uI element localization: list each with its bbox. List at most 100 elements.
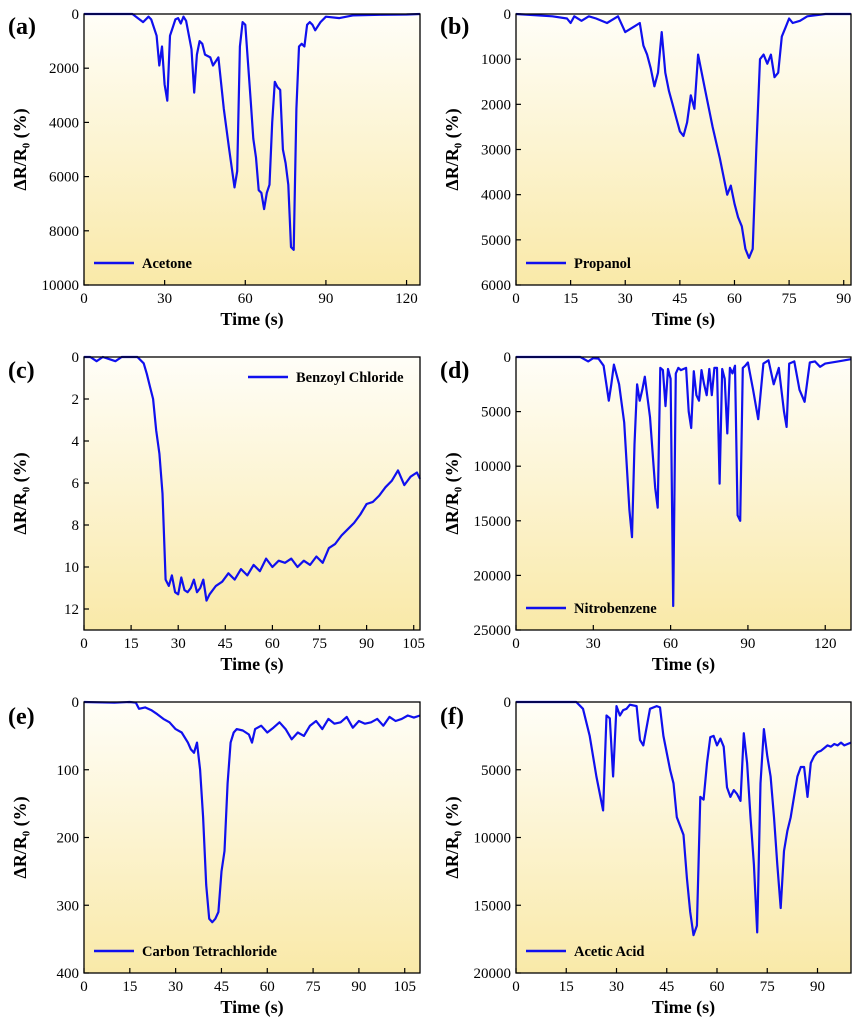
- y-tick-label: 4000: [49, 115, 79, 131]
- legend-label: Nitrobenzene: [574, 601, 657, 617]
- x-axis-title: Time (s): [652, 654, 715, 675]
- x-tick-label: 75: [782, 291, 797, 307]
- x-tick-label: 15: [559, 979, 574, 995]
- y-tick-label: 6000: [481, 278, 511, 294]
- plot-frame: [515, 13, 852, 286]
- y-tick-label: 300: [57, 898, 80, 914]
- x-tick-label: 75: [312, 636, 327, 652]
- x-tick-label: 60: [727, 291, 742, 307]
- y-tick-label: 4000: [481, 188, 511, 204]
- x-tick-label: 90: [836, 291, 851, 307]
- plot-background: [84, 14, 420, 285]
- y-tick-label: 200: [57, 831, 80, 847]
- y-tick-label: 10000: [474, 459, 512, 475]
- x-axis-title: Time (s): [652, 309, 715, 330]
- series-line-propanol: [515, 12, 851, 259]
- plot-background: [516, 14, 851, 285]
- legend-label: Propanol: [574, 256, 631, 272]
- y-tick-label: 5000: [481, 763, 511, 779]
- x-tick-label: 30: [157, 291, 172, 307]
- y-tick-label: 3000: [481, 143, 511, 159]
- panel-c: (c) 0 15 30 45 60 75 90 105 0 2 4 6 8 10 12 Time (s) ΔR/R…: [8, 350, 425, 675]
- x-tick-label: 0: [512, 291, 520, 307]
- y-axis-title: ΔR/R₀ (%): [442, 108, 463, 190]
- x-tick-label: 90: [359, 636, 374, 652]
- x-tick-label: 90: [740, 636, 755, 652]
- x-tick-label: 30: [618, 291, 633, 307]
- panel-label: (e): [8, 704, 35, 730]
- plot-frame: [83, 701, 421, 974]
- x-tick-label: 120: [814, 636, 837, 652]
- y-tick-label: 12: [64, 602, 79, 618]
- plot-background: [84, 357, 420, 630]
- y-tick-label: 8000: [49, 224, 79, 240]
- x-tick-label: 90: [351, 979, 366, 995]
- y-tick-label: 0: [504, 7, 512, 23]
- x-tick-label: 0: [80, 979, 88, 995]
- plot-frame: [83, 356, 421, 631]
- x-tick-label: 15: [563, 291, 578, 307]
- x-tick-label: 30: [168, 979, 183, 995]
- x-tick-label: 105: [393, 979, 416, 995]
- series-line-benzoyl-chloride: [84, 355, 421, 602]
- x-tick-label: 60: [238, 291, 253, 307]
- x-tick-label: 45: [218, 636, 233, 652]
- y-tick-label: 5000: [481, 405, 511, 421]
- panel-e: (e) 0 15 30 45 60 75 90 105 0 100 200 300 400 Time (s)…: [8, 695, 421, 1018]
- panel-a: (a) 0 30 60 90 120 0 2000 4000 6000 8000 10000 Time …: [8, 7, 421, 330]
- plot-background: [84, 702, 420, 973]
- x-tick-label: 30: [609, 979, 624, 995]
- x-tick-label: 105: [402, 636, 425, 652]
- x-tick-label: 30: [171, 636, 186, 652]
- plot-frame: [83, 13, 421, 286]
- panel-label: (a): [8, 14, 36, 40]
- x-axis-title: Time (s): [652, 997, 715, 1018]
- x-tick-label: 0: [80, 636, 88, 652]
- x-tick-label: 75: [306, 979, 321, 995]
- y-axis-title: ΔR/R₀ (%): [442, 452, 463, 534]
- plot-frame: [515, 356, 852, 631]
- x-tick-label: 15: [124, 636, 139, 652]
- y-tick-label: 10000: [474, 831, 512, 847]
- x-tick-label: 0: [512, 979, 520, 995]
- panel-label: (f): [440, 704, 464, 730]
- y-tick-label: 100: [57, 763, 80, 779]
- x-tick-label: 45: [672, 291, 687, 307]
- y-tick-label: 20000: [474, 568, 512, 584]
- x-tick-label: 60: [260, 979, 275, 995]
- x-tick-label: 90: [810, 979, 825, 995]
- y-tick-label: 0: [504, 350, 512, 366]
- y-tick-label: 0: [72, 350, 80, 366]
- x-tick-label: 30: [586, 636, 601, 652]
- panel-label: (d): [440, 358, 469, 384]
- panel-label: (c): [8, 358, 35, 384]
- y-tick-label: 10: [64, 560, 79, 576]
- y-tick-label: 5000: [481, 233, 511, 249]
- y-tick-label: 15000: [474, 514, 512, 530]
- legend-label: Carbon Tetrachloride: [142, 944, 277, 960]
- series-line-acetone: [84, 12, 421, 251]
- plot-background: [516, 357, 851, 630]
- legend-label: Acetic Acid: [574, 944, 644, 960]
- panel-label: (b): [440, 14, 469, 40]
- x-tick-label: 75: [760, 979, 775, 995]
- y-tick-label: 2000: [481, 97, 511, 113]
- legend-label: Benzoyl Chloride: [296, 370, 404, 386]
- y-tick-label: 10000: [42, 278, 80, 294]
- x-tick-label: 60: [710, 979, 725, 995]
- x-tick-label: 90: [318, 291, 333, 307]
- y-tick-label: 15000: [474, 898, 512, 914]
- y-tick-label: 8: [72, 518, 80, 534]
- x-axis-title: Time (s): [220, 654, 283, 675]
- y-tick-label: 20000: [474, 966, 512, 982]
- y-tick-label: 6: [72, 476, 80, 492]
- y-tick-label: 2: [72, 392, 80, 408]
- x-tick-label: 0: [512, 636, 520, 652]
- y-tick-label: 400: [57, 966, 80, 982]
- series-line-acetic-acid: [516, 700, 852, 937]
- y-axis-title: ΔR/R₀ (%): [10, 108, 31, 190]
- y-tick-label: 2000: [49, 61, 79, 77]
- series-line-nitrobenzene: [516, 355, 852, 608]
- y-tick-label: 4: [72, 434, 80, 450]
